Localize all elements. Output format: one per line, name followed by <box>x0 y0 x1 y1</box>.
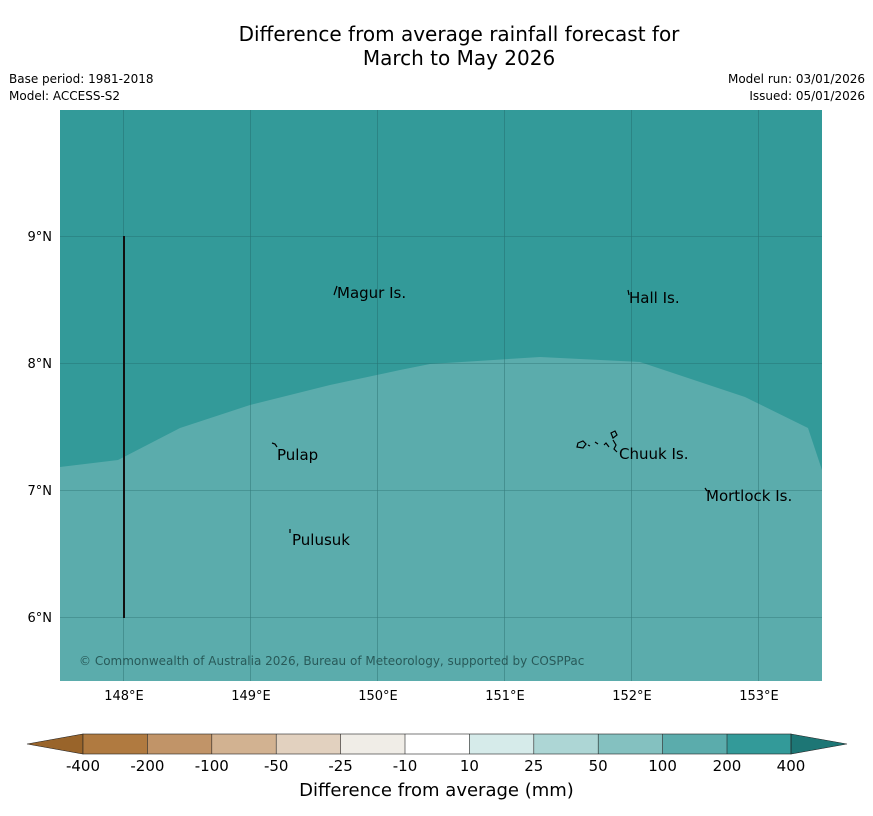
hall-label: Hall Is. <box>629 289 680 307</box>
tick-label: -400 <box>66 757 100 775</box>
colorbar-extend-low <box>26 733 84 755</box>
model-text: Model: ACCESS-S2 <box>9 89 121 103</box>
tick-label: 25 <box>524 757 543 775</box>
lon-label-153e: 153°E <box>739 689 779 704</box>
latitude-labels: 9°N 8°N 7°N 6°N <box>28 230 53 626</box>
colorbar-swatch-6 <box>405 734 470 754</box>
tick-label: -10 <box>393 757 418 775</box>
colorbar-swatch-9 <box>598 734 663 754</box>
pulap-island-outline <box>271 442 278 448</box>
lat-label-9n: 9°N <box>28 230 53 245</box>
tick-label: 400 <box>777 757 806 775</box>
title-line-1: Difference from average rainfall forecas… <box>238 22 680 46</box>
lon-label-149e: 149°E <box>231 689 271 704</box>
colorbar-title: Difference from average (mm) <box>299 780 574 801</box>
chuuk-lagoon-outline <box>576 430 618 453</box>
colorbar-tick-labels: -400 -200 -100 -50 -25 -10 10 25 50 100 … <box>66 757 805 775</box>
lon-label-152e: 152°E <box>612 689 652 704</box>
mortlock-island-outline <box>704 487 708 492</box>
place-labels: Magur Is. Hall Is. Pulap Chuuk Is. Mortl… <box>277 284 792 549</box>
tick-label: 200 <box>713 757 742 775</box>
map-area[interactable]: Magur Is. Hall Is. Pulap Chuuk Is. Mortl… <box>60 110 822 681</box>
tick-label: -25 <box>328 757 353 775</box>
lon-label-150e: 150°E <box>358 689 398 704</box>
tick-label: -100 <box>195 757 229 775</box>
mortlock-label: Mortlock Is. <box>706 487 792 505</box>
colorbar-swatch-4 <box>276 734 341 754</box>
colorbar-swatch-2 <box>147 734 212 754</box>
tick-label: 100 <box>648 757 677 775</box>
longitude-labels: 148°E 149°E 150°E 151°E 152°E 153°E <box>104 689 779 704</box>
tick-label: -200 <box>130 757 164 775</box>
colorbar-swatch-3 <box>211 734 277 754</box>
colorbar-swatch-8 <box>533 734 599 754</box>
model-run-text: Model run: 03/01/2026 <box>727 72 865 86</box>
lon-label-148e: 148°E <box>104 689 144 704</box>
issued-text: Issued: 05/01/2026 <box>749 89 865 103</box>
base-period-text: Base period: 1981-2018 <box>9 72 154 86</box>
lat-label-6n: 6°N <box>28 611 53 626</box>
tick-label: 50 <box>589 757 608 775</box>
pulusuk-label: Pulusuk <box>292 531 350 549</box>
hall-island-outline <box>627 289 630 296</box>
title-line-2: March to May 2026 <box>362 46 556 70</box>
magur-island-outline <box>333 285 338 296</box>
info-right: Model run: 03/01/2026 Issued: 05/01/2026 <box>728 71 865 105</box>
island-outlines <box>271 285 708 533</box>
colorbar-extend-high <box>790 733 848 755</box>
colorbar-swatch-10 <box>662 734 727 754</box>
colorbar-frame <box>82 733 792 755</box>
colorbar-swatch-7 <box>469 734 534 754</box>
colorbar: -400 -200 -100 -50 -25 -10 10 25 50 100 … <box>26 733 848 775</box>
lat-label-7n: 7°N <box>28 484 53 499</box>
lon-label-151e: 151°E <box>485 689 525 704</box>
lat-label-8n: 8°N <box>28 357 53 372</box>
magur-label: Magur Is. <box>337 284 406 302</box>
tick-label: 10 <box>460 757 479 775</box>
info-left: Base period: 1981-2018 Model: ACCESS-S2 <box>9 71 154 105</box>
colorbar-swatch-5 <box>340 734 405 754</box>
colorbar-swatch-11 <box>727 734 791 754</box>
pulap-label: Pulap <box>277 446 318 464</box>
colorbar-swatch-1 <box>83 734 148 754</box>
tick-label: -50 <box>264 757 289 775</box>
chuuk-label: Chuuk Is. <box>619 445 688 463</box>
copyright-text: © Commonwealth of Australia 2026, Bureau… <box>79 654 584 668</box>
map-title: Difference from average rainfall forecas… <box>0 22 873 70</box>
